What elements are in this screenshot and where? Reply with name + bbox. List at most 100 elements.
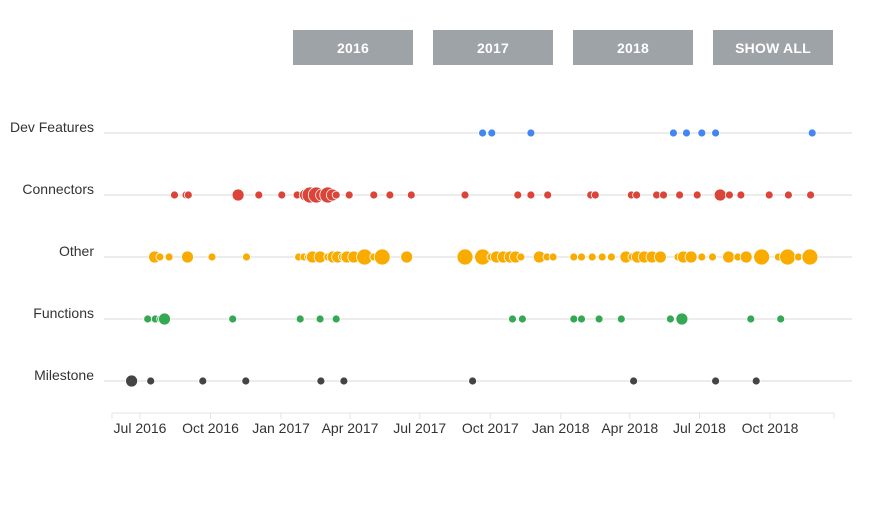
point-other[interactable] bbox=[373, 248, 391, 266]
point-connectors[interactable] bbox=[526, 190, 536, 200]
point-dev-features[interactable] bbox=[526, 128, 536, 138]
point-dev-features[interactable] bbox=[669, 128, 678, 138]
point-connectors[interactable] bbox=[632, 190, 641, 200]
category-label: Other bbox=[59, 243, 94, 259]
point-dev-features[interactable] bbox=[697, 128, 707, 138]
point-other[interactable] bbox=[242, 252, 251, 262]
point-dev-features[interactable] bbox=[682, 128, 691, 138]
point-connectors[interactable] bbox=[806, 190, 815, 200]
point-functions[interactable] bbox=[666, 314, 675, 324]
point-milestone[interactable] bbox=[751, 376, 761, 386]
x-tick-label: Jan 2018 bbox=[532, 420, 590, 436]
x-axis: Jul 2016 Oct 2016 Jan 2017 Apr 2017 Jul 2017… bbox=[111, 412, 835, 436]
year-filter-bar: 2016 2017 2018 SHOW ALL bbox=[0, 30, 894, 65]
point-functions[interactable] bbox=[331, 314, 341, 324]
point-connectors[interactable] bbox=[543, 190, 553, 200]
point-other[interactable] bbox=[548, 252, 558, 262]
point-connectors[interactable] bbox=[675, 190, 684, 200]
point-connectors[interactable] bbox=[736, 190, 746, 200]
point-other[interactable] bbox=[456, 248, 474, 266]
point-connectors[interactable] bbox=[369, 190, 379, 200]
filter-2017-button[interactable]: 2017 bbox=[433, 30, 553, 65]
show-all-button[interactable]: SHOW ALL bbox=[713, 30, 833, 65]
point-milestone[interactable] bbox=[339, 376, 349, 386]
point-other[interactable] bbox=[516, 252, 526, 262]
point-functions[interactable] bbox=[295, 314, 305, 324]
x-tick-label: Jan 2017 bbox=[252, 420, 310, 436]
point-functions[interactable] bbox=[577, 314, 586, 324]
point-milestone[interactable] bbox=[125, 374, 139, 388]
point-dev-features[interactable] bbox=[807, 128, 817, 138]
chart-points bbox=[125, 128, 819, 388]
point-other[interactable] bbox=[801, 248, 819, 266]
point-connectors[interactable] bbox=[725, 190, 734, 200]
point-other[interactable] bbox=[753, 248, 770, 266]
point-milestone[interactable] bbox=[316, 376, 326, 386]
point-functions[interactable] bbox=[143, 314, 153, 324]
point-other[interactable] bbox=[697, 252, 707, 262]
point-functions[interactable] bbox=[616, 314, 626, 324]
point-other[interactable] bbox=[684, 250, 698, 264]
point-connectors[interactable] bbox=[331, 190, 341, 200]
point-connectors[interactable] bbox=[183, 190, 193, 200]
x-tick-label: Jul 2016 bbox=[114, 420, 167, 436]
point-other[interactable] bbox=[722, 250, 735, 264]
point-functions[interactable] bbox=[569, 314, 579, 324]
point-connectors[interactable] bbox=[784, 190, 793, 200]
point-connectors[interactable] bbox=[170, 190, 179, 200]
point-functions[interactable] bbox=[518, 314, 527, 324]
point-other[interactable] bbox=[739, 250, 753, 264]
point-other[interactable] bbox=[597, 252, 607, 262]
point-milestone[interactable] bbox=[629, 376, 638, 386]
point-connectors[interactable] bbox=[406, 190, 416, 200]
point-other[interactable] bbox=[708, 252, 717, 262]
point-functions[interactable] bbox=[675, 312, 689, 326]
point-other[interactable] bbox=[155, 252, 165, 262]
point-connectors[interactable] bbox=[277, 190, 287, 200]
point-connectors[interactable] bbox=[254, 190, 264, 200]
point-connectors[interactable] bbox=[659, 190, 668, 200]
point-functions[interactable] bbox=[228, 314, 238, 324]
point-other[interactable] bbox=[779, 248, 796, 266]
point-milestone[interactable] bbox=[468, 376, 478, 386]
point-other[interactable] bbox=[569, 252, 579, 262]
point-other[interactable] bbox=[654, 250, 667, 264]
point-connectors[interactable] bbox=[713, 188, 727, 202]
point-other[interactable] bbox=[577, 252, 586, 262]
point-connectors[interactable] bbox=[692, 190, 702, 200]
category-label: Functions bbox=[33, 305, 94, 321]
point-connectors[interactable] bbox=[513, 190, 523, 200]
point-functions[interactable] bbox=[594, 314, 604, 324]
point-other[interactable] bbox=[607, 252, 616, 262]
point-connectors[interactable] bbox=[344, 190, 354, 200]
point-other[interactable] bbox=[181, 250, 194, 264]
x-tick-label: Oct 2017 bbox=[462, 420, 519, 436]
point-other[interactable] bbox=[207, 252, 217, 262]
point-milestone[interactable] bbox=[198, 376, 208, 386]
category-labels: Dev Features Connectors Other Functions Mile… bbox=[10, 119, 94, 383]
point-functions[interactable] bbox=[508, 314, 517, 324]
point-connectors[interactable] bbox=[764, 190, 774, 200]
point-functions[interactable] bbox=[158, 312, 171, 326]
point-connectors[interactable] bbox=[460, 190, 470, 200]
point-connectors[interactable] bbox=[590, 190, 600, 200]
point-other[interactable] bbox=[164, 252, 174, 262]
point-dev-features[interactable] bbox=[711, 128, 720, 138]
filter-2018-button[interactable]: 2018 bbox=[573, 30, 693, 65]
filter-2016-button[interactable]: 2016 bbox=[293, 30, 413, 65]
point-other[interactable] bbox=[587, 252, 597, 262]
point-connectors[interactable] bbox=[385, 190, 395, 200]
category-label: Milestone bbox=[34, 367, 94, 383]
point-dev-features[interactable] bbox=[487, 128, 497, 138]
point-milestone[interactable] bbox=[241, 376, 251, 386]
point-functions[interactable] bbox=[315, 314, 325, 324]
point-functions[interactable] bbox=[746, 314, 756, 324]
point-dev-features[interactable] bbox=[478, 128, 488, 138]
point-milestone[interactable] bbox=[146, 376, 156, 386]
point-other[interactable] bbox=[400, 250, 414, 264]
point-milestone[interactable] bbox=[711, 376, 720, 386]
x-tick-label: Jul 2017 bbox=[393, 420, 446, 436]
point-connectors[interactable] bbox=[231, 188, 245, 202]
point-functions[interactable] bbox=[776, 314, 786, 324]
